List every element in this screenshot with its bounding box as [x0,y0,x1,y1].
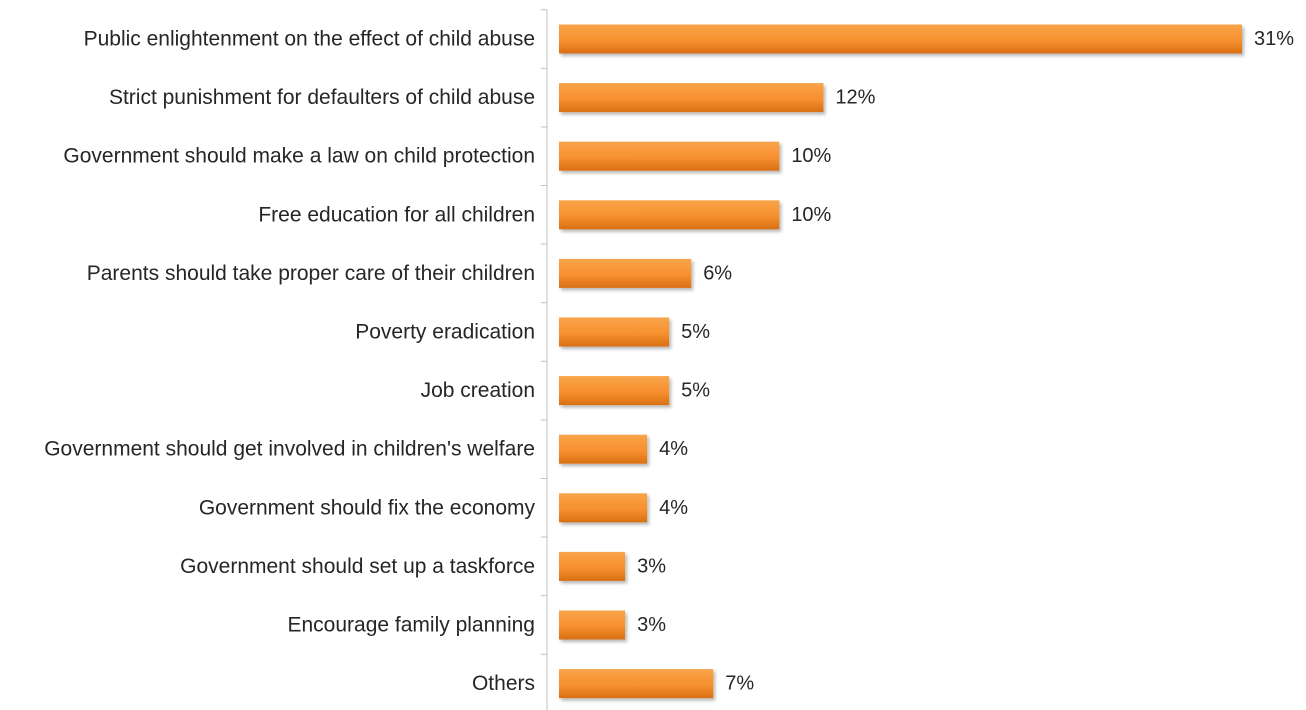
category-label: Government should get involved in childr… [44,438,535,461]
bar [559,317,670,347]
value-label: 5% [681,321,710,343]
value-label: 4% [659,497,688,519]
bar [559,493,648,523]
value-label: 3% [637,555,666,577]
value-label: 6% [703,262,732,284]
bar [559,551,626,581]
bar [559,258,692,288]
category-label: Free education for all children [258,203,535,226]
value-label: 7% [725,673,754,695]
value-label: 10% [791,204,831,226]
category-label: Public enlightenment on the effect of ch… [84,28,535,51]
bar [559,434,648,464]
value-label: 31% [1254,28,1294,50]
category-label: Job creation [421,379,535,402]
category-label: Poverty eradication [355,321,535,344]
value-label: 12% [835,87,875,109]
bar [559,24,1242,54]
category-label: Strict punishment for defaulters of chil… [109,86,535,109]
value-label: 4% [659,438,688,460]
bar [559,83,824,113]
bar [559,200,780,230]
bar [559,141,780,171]
category-label: Government should fix the economy [199,496,536,519]
category-label: Government should set up a taskforce [180,555,535,578]
category-label: Others [472,672,535,695]
category-label: Parents should take proper care of their… [87,262,535,285]
bar [559,669,714,699]
value-label: 5% [681,380,710,402]
value-label: 10% [791,145,831,167]
category-label: Encourage family planning [288,614,536,637]
bar [559,376,670,406]
bar [559,610,626,640]
value-label: 3% [637,614,666,636]
category-label: Government should make a law on child pr… [63,145,535,168]
